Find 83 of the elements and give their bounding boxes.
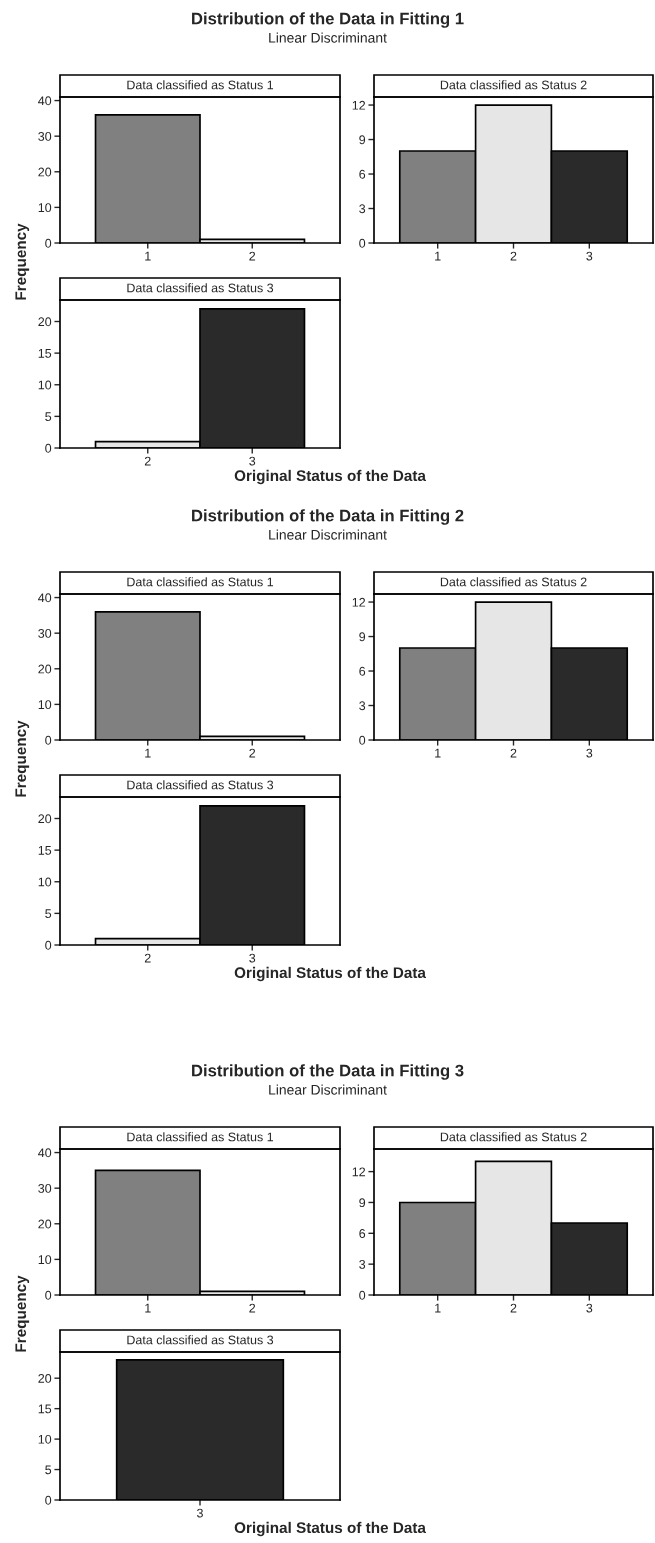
x-tick-label: 1 (145, 1303, 151, 1313)
y-tick-label: 3 (359, 1259, 366, 1269)
y-tick-label: 10 (38, 700, 52, 710)
y-axis-title: Frequency (15, 720, 30, 797)
y-tick-label: 5 (45, 909, 52, 919)
x-axis-title: Original Status of the Data (234, 966, 427, 982)
y-tick-label: 9 (359, 1198, 366, 1208)
x-tick-label: 2 (510, 251, 517, 261)
y-tick-label: 30 (38, 1183, 52, 1193)
y-tick-label: 10 (38, 203, 52, 213)
x-tick-label: 3 (586, 1303, 593, 1313)
y-tick-label: 6 (359, 1229, 366, 1238)
y-tick-label: 10 (38, 1255, 52, 1265)
x-tick-label: 1 (145, 748, 151, 758)
y-tick-label: 6 (359, 169, 366, 179)
chart-title: Data classified as Status 2 (440, 1132, 587, 1142)
y-tick-label: 30 (38, 131, 52, 141)
chart-title: Data classified as Status 2 (440, 80, 587, 90)
y-tick-label: 3 (359, 701, 366, 711)
x-tick-label: 2 (510, 748, 517, 758)
y-tick-label: 20 (38, 317, 52, 327)
x-tick-label: 3 (586, 748, 593, 758)
text: Distribution of the Data in Fitting 2 (192, 509, 464, 525)
y-tick-label: 0 (45, 443, 52, 453)
y-tick-label: 9 (359, 632, 366, 642)
x-tick-label: 2 (510, 1303, 517, 1313)
y-tick-label: 20 (38, 814, 52, 824)
y-tick-label: 15 (38, 1404, 52, 1414)
y-tick-label: 0 (359, 238, 366, 248)
chart-title: Data classified as Status 3 (127, 283, 274, 293)
x-tick-label: 1 (435, 1303, 441, 1313)
x-axis-title: Original Status of the Data (234, 1521, 427, 1537)
y-tick-label: 12 (352, 597, 366, 607)
x-tick-label: 2 (249, 748, 256, 758)
y-tick-label: 20 (38, 1219, 52, 1229)
y-tick-label: 40 (38, 96, 52, 106)
y-tick-label: 10 (38, 1434, 52, 1444)
chart-title: Data classified as Status 1 (127, 577, 274, 587)
y-tick-label: 3 (359, 204, 366, 214)
y-axis-title: Frequency (15, 223, 30, 300)
y-tick-label: 20 (38, 664, 52, 674)
y-tick-label: 0 (45, 1290, 52, 1300)
y-tick-label: 20 (38, 167, 52, 177)
y-tick-label: 6 (359, 666, 366, 676)
x-tick-label: 1 (145, 251, 151, 261)
x-tick-label: 1 (435, 251, 441, 261)
x-tick-label: 2 (249, 1303, 256, 1313)
y-tick-label: 10 (38, 380, 52, 390)
y-tick-label: 40 (38, 1148, 52, 1158)
y-tick-label: 20 (38, 1373, 52, 1383)
x-tick-label: 2 (144, 953, 151, 963)
text: Distribution of the Data in Fitting 1 (192, 12, 464, 28)
y-tick-label: 12 (352, 1167, 366, 1177)
y-tick-label: 9 (359, 135, 366, 145)
text: Linear Discriminant (269, 1084, 387, 1095)
y-tick-label: 5 (45, 1465, 52, 1475)
y-tick-label: 5 (45, 412, 52, 422)
y-tick-label: 0 (45, 1495, 52, 1505)
y-tick-label: 15 (38, 349, 52, 358)
x-tick-label: 2 (144, 456, 151, 466)
chart-title: Data classified as Status 3 (127, 1335, 274, 1345)
y-tick-label: 15 (38, 846, 52, 855)
x-tick-label: 1 (435, 748, 441, 758)
y-tick-label: 30 (38, 628, 52, 638)
y-tick-label: 40 (38, 593, 52, 603)
chart-title: Data classified as Status 2 (440, 577, 587, 587)
chart-title: Data classified as Status 3 (127, 780, 274, 790)
y-tick-label: 0 (45, 735, 52, 745)
y-tick-label: 10 (38, 877, 52, 887)
y-tick-label: 0 (359, 1290, 366, 1300)
y-axis-title: Frequency (15, 1275, 30, 1352)
text: Linear Discriminant (269, 32, 387, 43)
y-tick-label: 0 (45, 238, 52, 248)
y-tick-label: 12 (352, 100, 366, 110)
x-axis-title: Original Status of the Data (234, 469, 427, 485)
y-tick-label: 0 (45, 940, 52, 950)
x-tick-label: 3 (586, 251, 593, 261)
chart-title: Data classified as Status 1 (127, 1132, 274, 1142)
text: Linear Discriminant (269, 529, 387, 540)
y-tick-label: 0 (359, 735, 366, 745)
x-tick-label: 2 (249, 251, 256, 261)
chart-title: Data classified as Status 1 (127, 80, 274, 90)
text: Distribution of the Data in Fitting 3 (192, 1064, 464, 1080)
